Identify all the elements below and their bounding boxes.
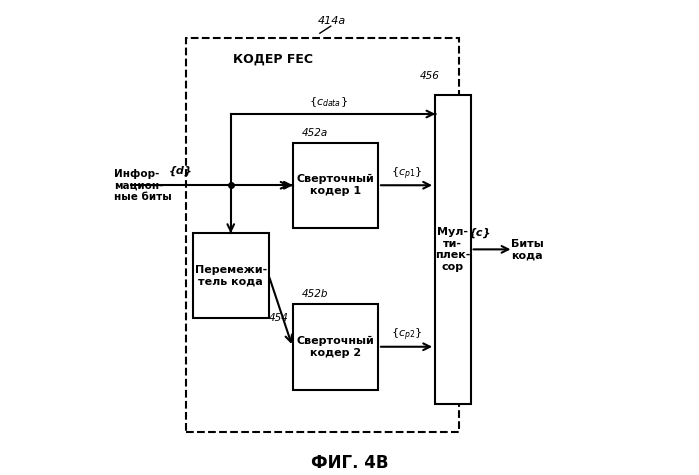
Text: 452a: 452a <box>302 128 329 138</box>
Text: 456: 456 <box>420 71 440 81</box>
Text: Сверточный
кодер 1: Сверточный кодер 1 <box>296 174 374 196</box>
FancyBboxPatch shape <box>435 95 470 404</box>
Text: КОДЕР FEC: КОДЕР FEC <box>233 53 313 66</box>
Text: 454: 454 <box>268 313 289 323</box>
Text: Сверточный
кодер 2: Сверточный кодер 2 <box>296 336 374 358</box>
Text: 452b: 452b <box>302 289 329 299</box>
Text: $\{c_{p2}\}$: $\{c_{p2}\}$ <box>391 327 422 343</box>
Text: 414a: 414a <box>317 16 346 27</box>
Text: ФИГ. 4В: ФИГ. 4В <box>311 454 388 472</box>
FancyBboxPatch shape <box>292 142 378 228</box>
Text: {c}: {c} <box>469 228 491 238</box>
Text: $\{c_{p1}\}$: $\{c_{p1}\}$ <box>391 165 422 181</box>
Text: {d}: {d} <box>169 166 193 176</box>
Text: Перемежи-
тель кода: Перемежи- тель кода <box>194 265 267 286</box>
Text: Мул-
ти-
плек-
сор: Мул- ти- плек- сор <box>435 227 470 272</box>
Text: Биты
кода: Биты кода <box>511 238 544 260</box>
Text: $\{c_{data}\}$: $\{c_{data}\}$ <box>309 95 347 109</box>
FancyBboxPatch shape <box>193 233 268 318</box>
FancyBboxPatch shape <box>292 304 378 390</box>
Text: Инфор-
мацион-
ные биты: Инфор- мацион- ные биты <box>115 169 172 202</box>
